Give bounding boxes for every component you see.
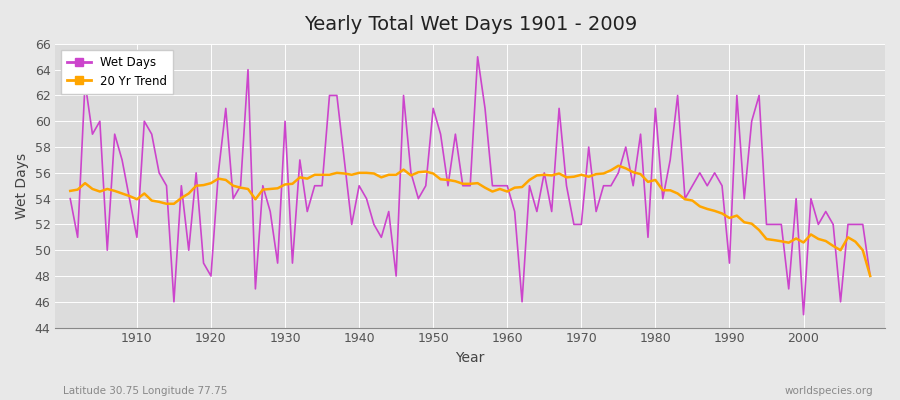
Title: Yearly Total Wet Days 1901 - 2009: Yearly Total Wet Days 1901 - 2009 [303,15,637,34]
X-axis label: Year: Year [455,351,485,365]
Text: Latitude 30.75 Longitude 77.75: Latitude 30.75 Longitude 77.75 [63,386,228,396]
Legend: Wet Days, 20 Yr Trend: Wet Days, 20 Yr Trend [61,50,173,94]
Y-axis label: Wet Days: Wet Days [15,153,29,219]
Text: worldspecies.org: worldspecies.org [785,386,873,396]
